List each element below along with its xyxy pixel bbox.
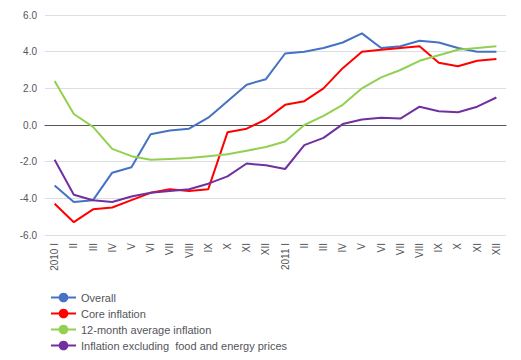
svg-text:III: III [88, 243, 99, 251]
svg-text:II: II [68, 243, 79, 249]
svg-text:IV: IV [337, 243, 348, 253]
svg-text:Core inflation: Core inflation [81, 308, 146, 320]
svg-text:2010 I: 2010 I [49, 243, 60, 271]
svg-text:X: X [222, 243, 233, 250]
svg-text:VIII: VIII [184, 243, 195, 258]
svg-text:-2.0: -2.0 [20, 156, 38, 167]
svg-text:12-month average inflation: 12-month average inflation [81, 324, 211, 336]
svg-text:IV: IV [107, 243, 118, 253]
svg-text:X: X [452, 243, 463, 250]
svg-text:6.0: 6.0 [23, 10, 37, 21]
svg-text:4.0: 4.0 [23, 46, 37, 57]
svg-text:III: III [318, 243, 329, 251]
svg-text:Overall: Overall [81, 292, 116, 304]
svg-text:XII: XII [491, 243, 502, 255]
svg-text:VI: VI [376, 243, 387, 252]
svg-text:II: II [299, 243, 310, 249]
svg-text:2.0: 2.0 [23, 83, 37, 94]
svg-text:VII: VII [164, 243, 175, 255]
svg-text:XII: XII [260, 243, 271, 255]
svg-text:XI: XI [472, 243, 483, 252]
svg-text:2011 I: 2011 I [280, 243, 291, 270]
svg-text:Inflation excluding food and: Inflation excluding food and energy pric… [81, 340, 288, 352]
svg-text:VIII: VIII [414, 243, 425, 258]
svg-text:VII: VII [395, 243, 406, 255]
svg-text:V: V [126, 243, 137, 250]
svg-text:XI: XI [241, 243, 252, 252]
svg-text:-4.0: -4.0 [20, 193, 38, 204]
svg-text:IX: IX [203, 243, 214, 253]
svg-text:V: V [356, 243, 367, 250]
svg-text:0.0: 0.0 [23, 120, 37, 131]
svg-text:IX: IX [433, 243, 444, 253]
svg-text:-6.0: -6.0 [20, 230, 38, 241]
svg-text:VI: VI [145, 243, 156, 252]
